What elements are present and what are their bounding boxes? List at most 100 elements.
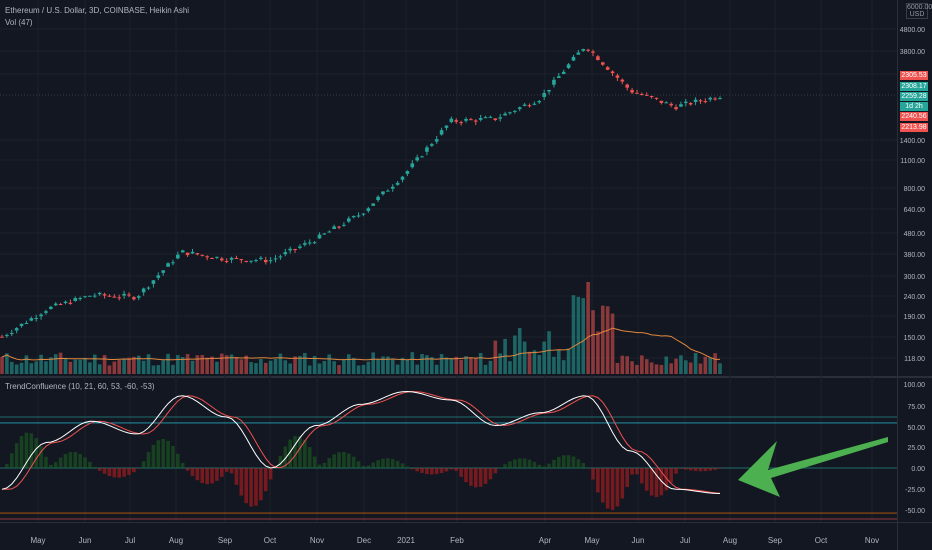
volume-bar (176, 355, 180, 374)
candle-body (24, 323, 29, 325)
volume-bar (293, 356, 297, 374)
osc-y-tick: 25.00 (907, 445, 925, 452)
candle-body (400, 176, 405, 180)
candle-body (459, 122, 463, 124)
osc-histogram-bar (537, 464, 542, 468)
candle-body (669, 103, 673, 106)
osc-histogram-bar (478, 468, 483, 487)
volume-bar (268, 360, 273, 374)
osc-histogram-bar (34, 437, 38, 468)
volume-bar (400, 357, 405, 374)
candle-body (127, 294, 131, 296)
candle-body (483, 117, 488, 119)
volume-bar (371, 352, 376, 374)
osc-histogram-bar (49, 464, 53, 468)
osc-histogram-bar (327, 458, 332, 468)
osc-histogram-bar (29, 433, 34, 468)
candle-body (600, 62, 605, 65)
osc-histogram-bar (547, 463, 551, 468)
x-tick-label: Jul (680, 536, 690, 545)
volume-bar (688, 362, 693, 374)
volume-bar (664, 356, 669, 374)
candle-body (117, 297, 122, 299)
volume-bar (693, 352, 698, 374)
volume-bar (58, 352, 63, 374)
volume-bar (405, 359, 410, 374)
volume-bar (517, 327, 522, 374)
osc-histogram-bar (312, 456, 317, 468)
candle-body (395, 182, 400, 185)
volume-bar (356, 365, 361, 374)
currency-box[interactable]: 6000.00 USD (906, 3, 932, 19)
candle-body (522, 104, 527, 106)
osc-histogram-bar (176, 453, 180, 468)
x-tick-label: Nov (310, 536, 324, 545)
candle-body (5, 335, 9, 337)
volume-bar (718, 363, 722, 374)
x-tick-label: Oct (815, 536, 828, 545)
osc-histogram-bar (73, 452, 78, 468)
candle-body (674, 107, 678, 110)
osc-histogram-bar (180, 462, 185, 468)
osc-histogram-bar (674, 468, 678, 474)
candle-body (229, 257, 234, 260)
volume-bar (449, 358, 454, 374)
candle-body (141, 288, 146, 293)
osc-histogram-bar (644, 468, 649, 491)
volume-bar (136, 355, 141, 374)
volume-bar (596, 331, 600, 374)
osc-histogram-bar (112, 468, 117, 478)
osc-histogram-bar (322, 462, 327, 468)
osc-histogram-bar (698, 468, 703, 472)
osc-histogram-bar (298, 436, 302, 468)
candle-body (425, 147, 429, 152)
osc-histogram-bar (386, 458, 390, 468)
candle-body (464, 118, 468, 121)
candle-body (307, 242, 312, 244)
volume-bar (332, 361, 336, 374)
osc-histogram-bar (503, 464, 507, 468)
osc-histogram-bar (254, 468, 258, 506)
candle-body (151, 280, 156, 284)
osc-histogram-bar (19, 436, 24, 468)
osc-histogram-bar (679, 468, 683, 469)
volume-bar (395, 364, 400, 374)
osc-histogram-bar (444, 468, 449, 472)
volume-bar (127, 357, 131, 374)
x-tick-label: May (30, 536, 45, 545)
candle-body (596, 56, 600, 61)
candle-body (49, 306, 53, 309)
osc-histogram-bar (356, 461, 361, 468)
volume-bar (132, 356, 136, 374)
volume-bar (97, 364, 102, 374)
osc-histogram-bar (425, 468, 429, 475)
pane-divider (0, 522, 932, 523)
volume-bar (44, 361, 48, 374)
osc-histogram-bar (68, 452, 73, 468)
volume-bar (29, 363, 34, 374)
volume-bar (53, 354, 58, 374)
volume-bar (361, 364, 366, 374)
candle-body (254, 260, 258, 262)
candle-body (493, 118, 498, 120)
x-tick-label: Jun (632, 536, 645, 545)
volume-bar (434, 364, 439, 374)
osc-histogram-bar (293, 436, 297, 468)
candle-body (293, 249, 297, 251)
osc-histogram-bar (58, 457, 63, 468)
candle-body (97, 292, 102, 295)
candle-body (508, 112, 512, 114)
osc-histogram-bar (107, 468, 112, 477)
volume-bar (249, 362, 253, 374)
volume-bar (342, 359, 346, 374)
candle-body (488, 116, 493, 118)
candle-body (547, 89, 551, 92)
volume-bar (488, 360, 493, 374)
candle-body (171, 262, 175, 264)
volume-bar (88, 362, 92, 374)
candle-body (552, 79, 556, 85)
volume-bar (635, 364, 639, 374)
candle-body (640, 93, 644, 95)
candle-body (571, 56, 576, 61)
